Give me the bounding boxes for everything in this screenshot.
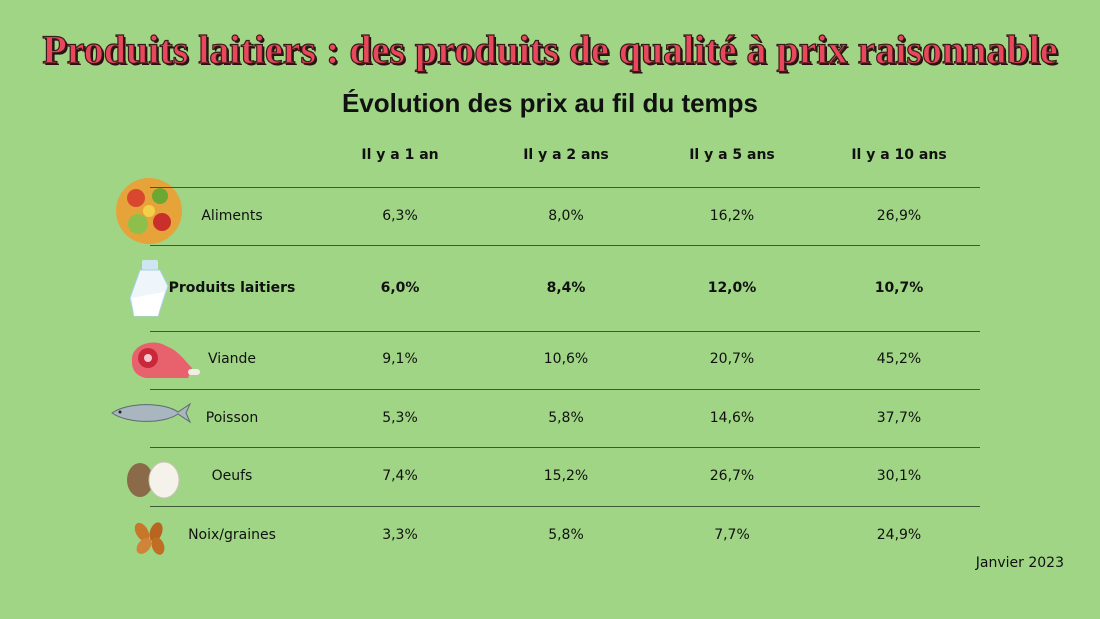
cell: 6,0% (380, 280, 420, 296)
cell: 12,0% (707, 280, 757, 296)
row-divider (150, 447, 980, 448)
cell: 10,7% (874, 280, 924, 296)
meat-icon (131, 342, 200, 378)
row-label: Poisson (205, 410, 259, 426)
cell: 5,8% (548, 410, 584, 426)
cell: 15,2% (543, 468, 589, 484)
title: Produits laitiers : des produits de qual… (42, 26, 1058, 72)
row-label: Oeufs (211, 468, 253, 484)
cell: 14,6% (709, 410, 755, 426)
cell: 8,4% (546, 280, 586, 296)
cell: 45,2% (876, 351, 922, 367)
cell: 5,3% (382, 410, 418, 426)
cell: 3,3% (382, 527, 418, 543)
cell: 24,9% (876, 527, 922, 543)
milk-icon (129, 260, 169, 317)
cell: 30,1% (876, 468, 922, 484)
column-header: Il y a 5 ans (689, 147, 775, 163)
nuts-icon (134, 522, 165, 555)
row-label: Noix/graines (188, 527, 276, 543)
row-divider (150, 187, 980, 188)
row-label: Aliments (201, 208, 263, 224)
column-header: Il y a 2 ans (523, 147, 609, 163)
row-divider (150, 506, 980, 507)
fish-icon (111, 402, 192, 424)
cell: 26,9% (876, 208, 922, 224)
cell: 8,0% (548, 208, 584, 224)
cell: 6,3% (382, 208, 418, 224)
cell: 26,7% (709, 468, 755, 484)
cell: 20,7% (709, 351, 755, 367)
cell: 37,7% (876, 410, 922, 426)
food-icon (116, 178, 182, 244)
row-divider (150, 245, 980, 246)
column-header: Il y a 1 an (361, 147, 439, 163)
cell: 7,7% (714, 527, 750, 543)
cell: 9,1% (382, 351, 418, 367)
row-label: Viande (207, 351, 257, 367)
footnote: Janvier 2023 (975, 555, 1064, 571)
row-divider (150, 331, 980, 332)
row-label: Produits laitiers (168, 280, 296, 296)
cell: 5,8% (548, 527, 584, 543)
cell: 16,2% (709, 208, 755, 224)
column-header: Il y a 10 ans (851, 147, 947, 163)
cell: 7,4% (382, 468, 418, 484)
cell: 10,6% (543, 351, 589, 367)
subtitle: Évolution des prix au fil du temps (341, 88, 759, 118)
row-divider (150, 389, 980, 390)
eggs-icon (127, 461, 180, 499)
